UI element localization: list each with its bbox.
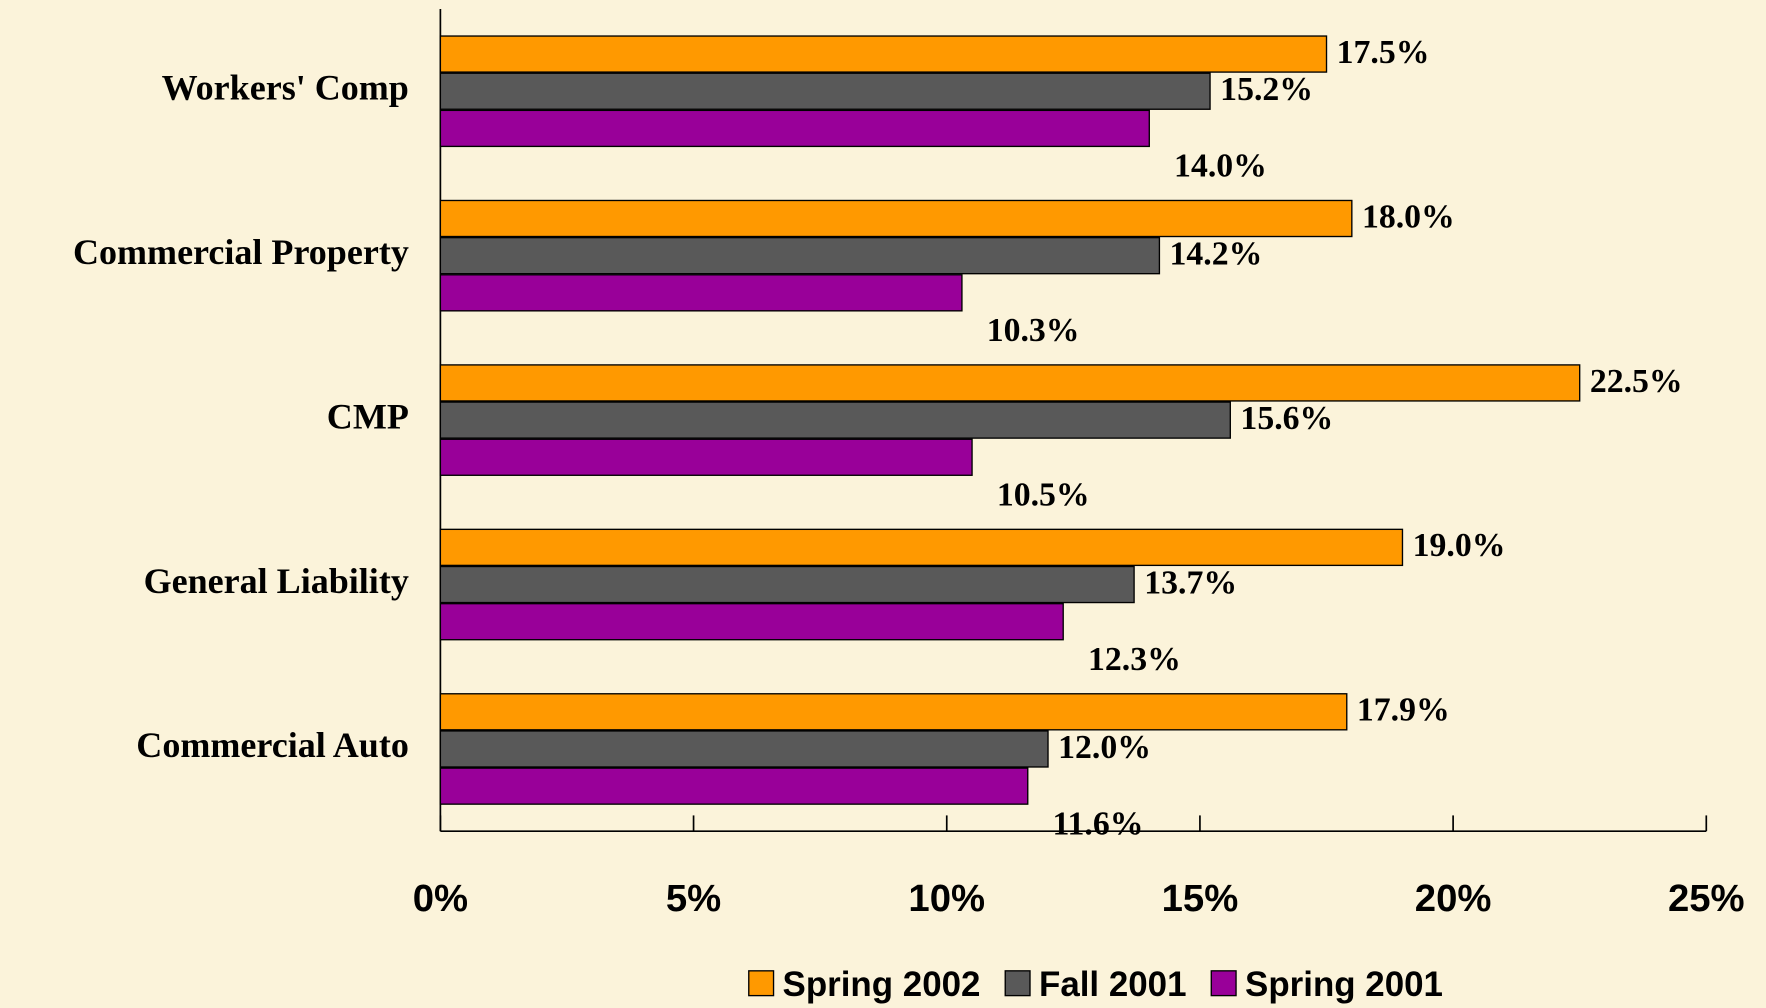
legend-swatch: [1004, 970, 1031, 997]
x-tick-label: 25%: [1668, 877, 1745, 920]
bar: [439, 730, 1049, 768]
category-label: General Liability: [144, 561, 409, 601]
legend-label: Spring 2001: [1245, 965, 1443, 1004]
category-label: CMP: [327, 396, 409, 436]
x-tick-label: 15%: [1162, 877, 1239, 920]
value-label: 11.6%: [1053, 805, 1144, 842]
bar: [439, 767, 1029, 805]
legend-label: Spring 2002: [783, 965, 981, 1004]
bar: [439, 438, 973, 476]
bar: [439, 528, 1404, 567]
value-label: 15.6%: [1240, 400, 1333, 437]
legend-swatch: [1210, 970, 1237, 997]
value-label: 17.9%: [1357, 692, 1450, 729]
category-label: Commercial Property: [73, 232, 409, 272]
x-tick-label: 0%: [413, 877, 468, 920]
x-tick-label: 20%: [1415, 877, 1492, 920]
bar: [439, 109, 1150, 148]
category-label: Commercial Auto: [136, 725, 409, 765]
x-tick-label: 5%: [666, 877, 721, 920]
bar: [439, 35, 1328, 73]
value-label: 17.5%: [1337, 34, 1430, 71]
bar: [439, 401, 1231, 439]
bar: [439, 236, 1161, 275]
bar: [439, 565, 1135, 604]
value-label: 14.0%: [1174, 148, 1267, 185]
bar: [439, 364, 1581, 402]
value-label: 22.5%: [1590, 363, 1683, 400]
category-label: Workers' Comp: [162, 67, 409, 107]
value-label: 18.0%: [1362, 198, 1455, 235]
value-label: 10.5%: [997, 477, 1090, 514]
bar: [439, 602, 1064, 641]
value-label: 13.7%: [1144, 564, 1237, 601]
value-label: 12.0%: [1058, 729, 1151, 766]
value-label: 15.2%: [1220, 71, 1313, 108]
value-label: 12.3%: [1088, 641, 1181, 678]
bar: [439, 274, 963, 312]
value-label: 19.0%: [1413, 527, 1506, 564]
value-label: 14.2%: [1170, 236, 1263, 273]
legend-swatch: [748, 970, 775, 997]
value-label: 10.3%: [987, 312, 1080, 349]
bar: [439, 72, 1211, 110]
bar: [439, 199, 1353, 238]
x-tick-label: 10%: [908, 877, 985, 920]
legend-label: Fall 2001: [1039, 965, 1186, 1004]
bar: [439, 693, 1348, 731]
